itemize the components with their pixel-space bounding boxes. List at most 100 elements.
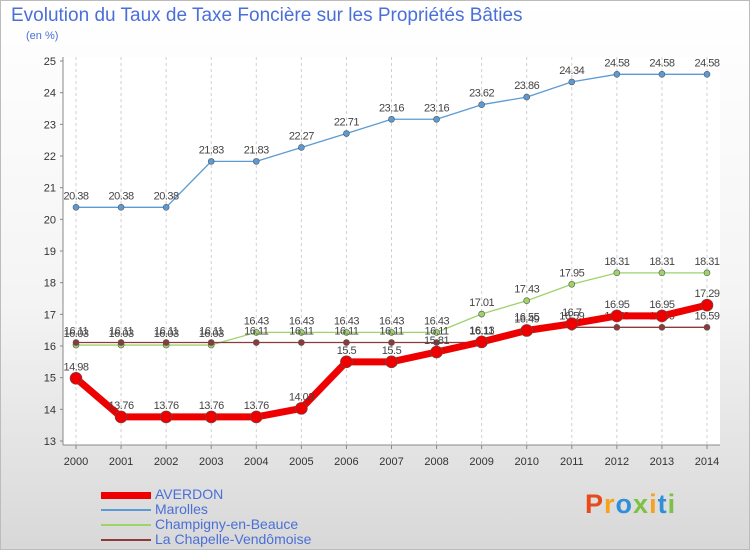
data-label-marolles: 24.58 (604, 57, 629, 69)
x-tick-label: 2006 (334, 456, 358, 468)
data-label-averdon: 15.5 (337, 345, 357, 357)
data-label-champigny-en-beauce: 16.03 (199, 328, 224, 340)
data-point-champigny-en-beauce (343, 329, 350, 336)
data-point-averdon (430, 345, 443, 359)
data-point-champigny-en-beauce (478, 310, 485, 318)
legend-label: Champigny-en-Beauce (155, 516, 299, 532)
data-point-champigny-en-beauce (433, 329, 440, 336)
data-label-marolles: 23.16 (379, 102, 404, 114)
data-point-averdon (69, 371, 83, 385)
data-label-marolles: 22.27 (289, 130, 314, 142)
data-point-averdon (655, 309, 669, 323)
logo-letter: r (604, 489, 616, 519)
data-label-averdon: 16.95 (604, 299, 629, 311)
data-point-marolles (117, 204, 125, 211)
data-point-la-chapelle-vend-moise (388, 339, 395, 346)
data-label-champigny-en-beauce: 16.03 (63, 328, 88, 340)
data-label-averdon: 13.76 (199, 400, 224, 412)
data-point-champigny-en-beauce (568, 280, 576, 288)
data-label-la-chapelle-vend-moise: 16.11 (64, 326, 89, 338)
data-label-marolles: 20.38 (154, 190, 179, 202)
data-point-champigny-en-beauce (703, 269, 711, 277)
data-point-la-chapelle-vend-moise (613, 324, 621, 331)
data-label-averdon: 16.95 (649, 299, 674, 311)
x-tick-label: 2001 (109, 456, 133, 468)
data-point-averdon (159, 410, 173, 424)
unit-label: (en %) (26, 30, 59, 42)
data-label-champigny-en-beauce: 16.43 (289, 315, 314, 327)
data-label-marolles: 21.83 (199, 144, 224, 156)
y-tick-label: 14 (44, 404, 56, 416)
x-tick-label: 2003 (199, 456, 223, 468)
data-point-marolles (613, 71, 621, 78)
data-label-la-chapelle-vend-moise: 16.11 (334, 326, 359, 338)
data-point-averdon (565, 317, 579, 331)
data-label-marolles: 23.86 (514, 80, 539, 92)
y-tick-label: 13 (44, 436, 56, 448)
y-tick-label: 22 (44, 151, 56, 163)
legend-swatch (101, 491, 151, 499)
data-point-champigny-en-beauce (252, 329, 260, 336)
proxiti-logo: Proxiti (585, 489, 676, 520)
data-label-champigny-en-beauce: 16.03 (109, 328, 134, 340)
chart-title: Evolution du Taux de Taxe Foncière sur l… (11, 5, 523, 26)
data-point-averdon (520, 324, 534, 337)
data-label-champigny-en-beauce: 16.03 (154, 328, 179, 340)
data-point-marolles (252, 158, 260, 165)
x-tick-label: 2000 (64, 456, 88, 468)
x-tick-label: 2002 (154, 456, 178, 468)
data-point-averdon (340, 355, 353, 369)
logo-letter: i (649, 489, 658, 519)
data-label-marolles: 23.16 (424, 102, 449, 114)
logo-letter: i (667, 489, 677, 519)
data-point-marolles (72, 204, 80, 211)
data-point-marolles (298, 144, 305, 151)
data-point-averdon (114, 410, 128, 424)
data-label-champigny-en-beauce: 16.43 (424, 315, 449, 327)
data-label-la-chapelle-vend-moise: 16.59 (694, 310, 719, 322)
data-point-marolles (478, 101, 485, 108)
data-point-champigny-en-beauce (298, 329, 305, 336)
data-label-champigny-en-beauce: 18.31 (694, 256, 719, 268)
data-point-averdon (249, 410, 263, 424)
data-point-marolles (568, 78, 576, 86)
x-tick-label: 2011 (560, 456, 584, 468)
data-label-averdon: 16.49 (514, 313, 539, 325)
data-point-la-chapelle-vend-moise (703, 324, 711, 331)
data-point-marolles (433, 115, 440, 123)
data-label-marolles: 20.38 (109, 190, 134, 202)
data-label-marolles: 24.58 (694, 57, 719, 69)
data-point-champigny-en-beauce (613, 269, 621, 277)
x-tick-label: 2013 (650, 456, 674, 468)
legend-swatch (101, 524, 151, 526)
x-tick-label: 2005 (289, 456, 313, 468)
data-point-marolles (388, 115, 395, 123)
data-label-la-chapelle-vend-moise: 16.11 (109, 326, 134, 338)
y-tick-label: 25 (44, 56, 56, 68)
legend-swatch (101, 509, 151, 511)
data-label-averdon: 14.98 (63, 361, 88, 373)
logo-letter: o (615, 489, 634, 519)
logo-letter: P (585, 489, 605, 519)
data-label-averdon: 13.76 (244, 400, 269, 412)
y-tick-label: 16 (44, 341, 56, 353)
data-point-averdon (475, 335, 488, 349)
data-point-la-chapelle-vend-moise (433, 339, 440, 346)
data-label-averdon: 13.76 (154, 400, 179, 412)
x-tick-label: 2008 (424, 456, 448, 468)
y-tick-label: 24 (44, 88, 56, 100)
data-label-marolles: 23.62 (469, 88, 494, 100)
x-tick-label: 2010 (514, 456, 538, 468)
x-tick-label: 2007 (379, 456, 403, 468)
data-point-la-chapelle-vend-moise (162, 339, 170, 346)
data-label-champigny-en-beauce: 17.95 (559, 267, 584, 279)
data-point-averdon (700, 298, 714, 312)
y-tick-label: 15 (44, 373, 56, 385)
legend-swatch (101, 539, 151, 541)
data-label-champigny-en-beauce: 18.31 (649, 256, 674, 268)
data-label-la-chapelle-vend-moise: 16.11 (154, 326, 179, 338)
data-label-la-chapelle-vend-moise: 16.11 (199, 326, 224, 338)
data-point-la-chapelle-vend-moise (72, 339, 80, 346)
y-tick-label: 18 (44, 278, 56, 290)
